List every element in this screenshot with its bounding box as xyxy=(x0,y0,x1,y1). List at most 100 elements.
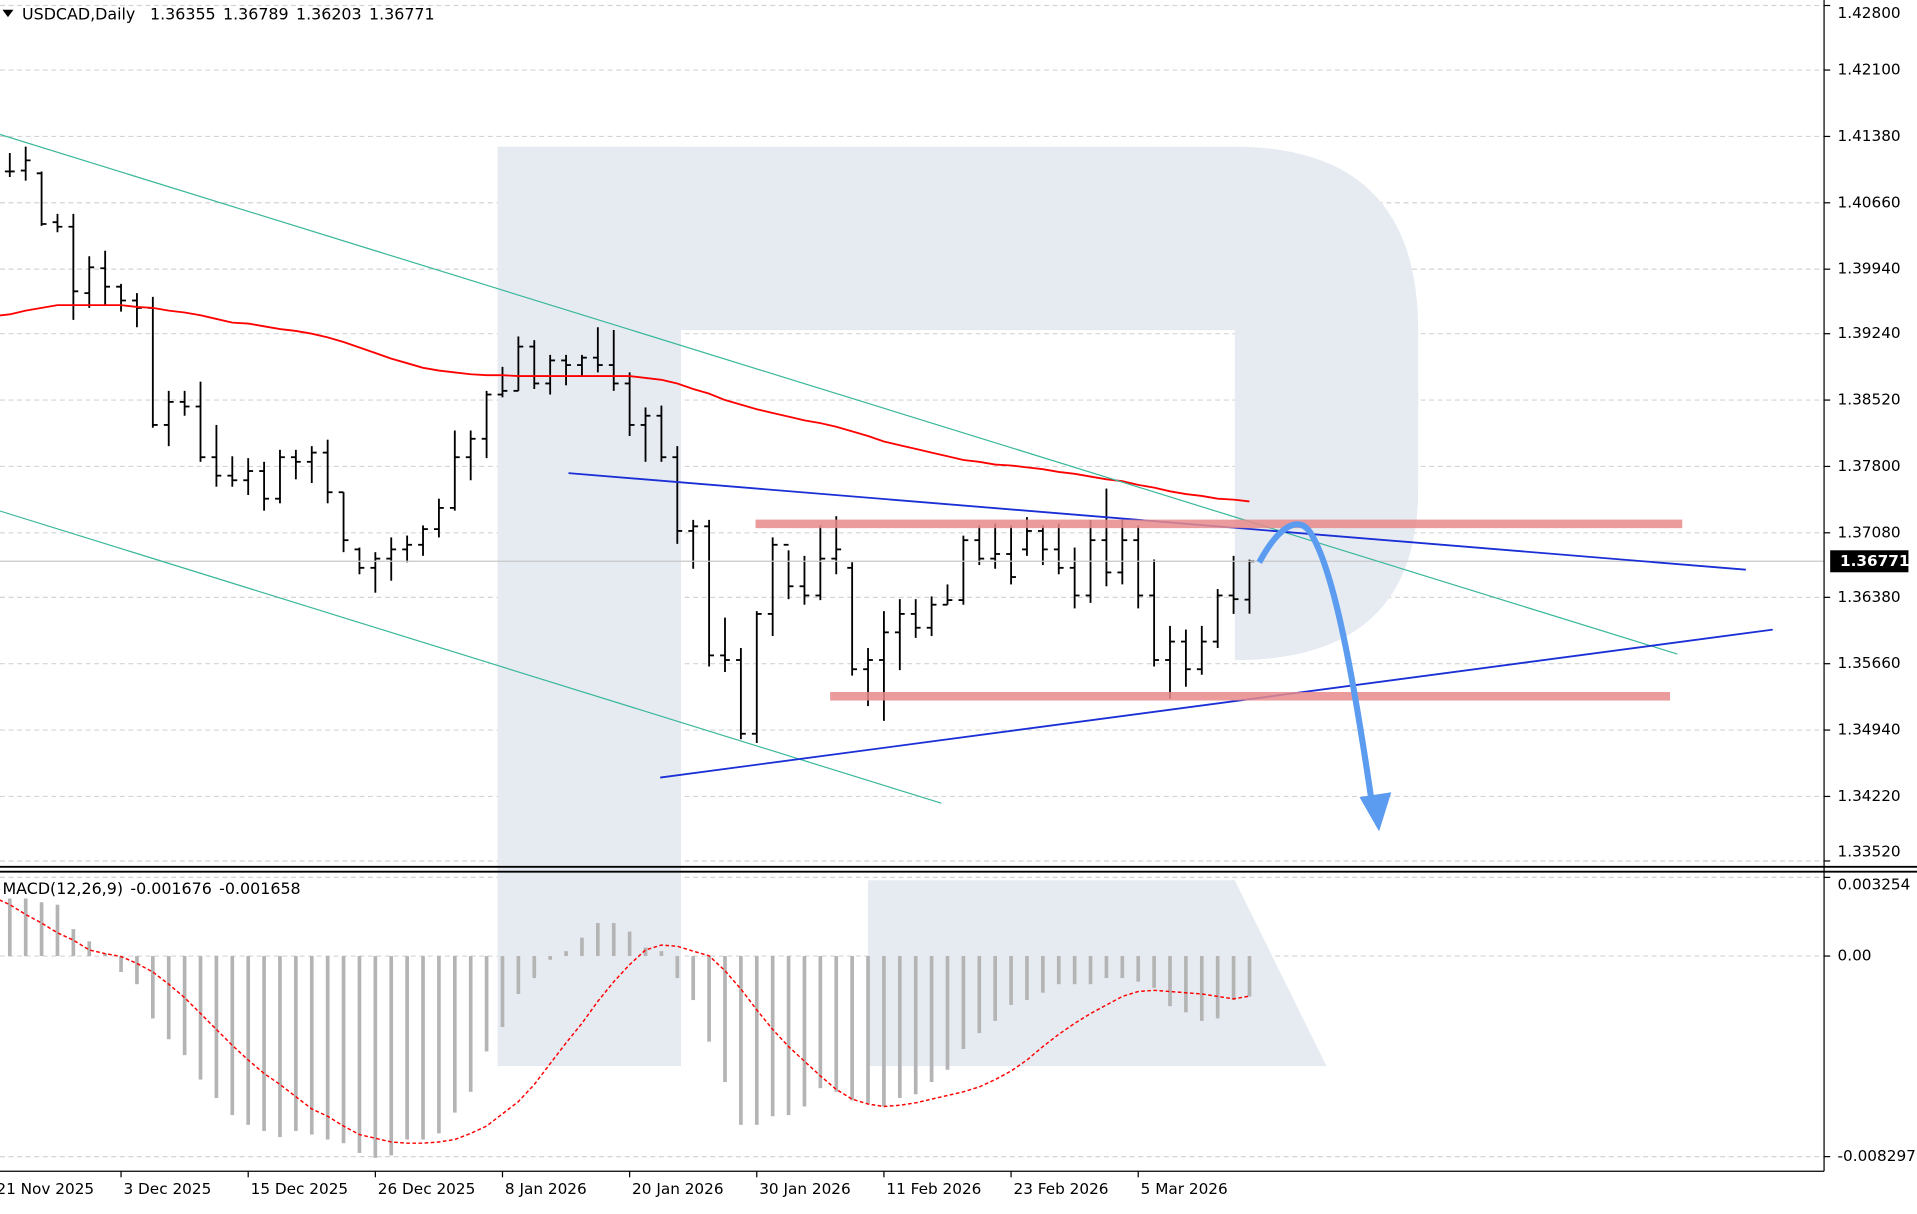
histogram-bar xyxy=(294,956,298,1131)
histogram-bar xyxy=(39,902,44,957)
macd-last: -0.001676 xyxy=(130,878,211,897)
y-tick-label: 1.37800 xyxy=(1838,457,1901,475)
histogram-bar xyxy=(1247,956,1252,997)
histogram-bar xyxy=(866,956,870,1105)
y-tick-label: 1.42100 xyxy=(1838,61,1901,79)
x-tick-label: 8 Jan 2026 xyxy=(505,1180,587,1198)
watermark-bowl xyxy=(680,146,1419,661)
histogram-bar xyxy=(643,947,648,957)
x-tick-label: 3 Dec 2025 xyxy=(123,1180,211,1198)
histogram-bar xyxy=(1152,956,1156,988)
histogram-bar xyxy=(389,956,394,1156)
moving-average xyxy=(0,304,1250,503)
support-zone xyxy=(830,691,1671,701)
histogram-bar xyxy=(580,937,584,957)
x-tick-label: 15 Dec 2025 xyxy=(251,1180,349,1198)
histogram-bar xyxy=(993,956,998,1021)
histogram-bar xyxy=(532,956,537,979)
histogram-bar xyxy=(325,956,330,1140)
last-close: 1.36771 xyxy=(369,4,435,23)
histogram-bar xyxy=(897,956,902,1098)
histogram-bar xyxy=(103,953,107,957)
histogram-bar xyxy=(786,956,791,1116)
histogram-bar xyxy=(1168,956,1172,1007)
histogram-bar xyxy=(1184,956,1188,1013)
histogram-bar xyxy=(87,941,92,957)
histogram-bar xyxy=(516,956,521,994)
y-tick-label: 1.35660 xyxy=(1838,654,1901,672)
histogram-bar xyxy=(1009,956,1013,1005)
y-tick-label: 1.39240 xyxy=(1838,324,1901,342)
histogram-bar xyxy=(405,956,409,1140)
histogram-bar xyxy=(23,898,28,957)
histogram-bar xyxy=(564,951,568,957)
histogram-bar xyxy=(929,956,934,1083)
x-tick-label: 30 Jan 2026 xyxy=(759,1180,851,1198)
histogram-bar xyxy=(166,956,171,1040)
histogram-bar xyxy=(691,956,696,1001)
histogram-bar xyxy=(214,956,219,1098)
signal-last: -0.001658 xyxy=(219,878,300,897)
x-tick-label: 11 Feb 2026 xyxy=(886,1180,981,1198)
histogram-bar xyxy=(230,956,235,1116)
histogram-bar xyxy=(675,956,680,979)
histogram-bar xyxy=(1056,956,1061,985)
histogram-bar xyxy=(7,898,12,957)
y-tick-label: 1.41380 xyxy=(1838,127,1901,145)
histogram-bar xyxy=(135,956,139,985)
y-tick-label: 0.00 xyxy=(1838,947,1872,965)
panel-frame xyxy=(0,0,1917,1172)
y-tick-label: 1.37080 xyxy=(1838,523,1901,541)
indicator-name: MACD(12,26,9) xyxy=(2,878,123,897)
last-open: 1.36355 xyxy=(150,4,216,23)
histogram-bar xyxy=(55,904,60,957)
marks xyxy=(0,146,1825,1158)
histogram-bar xyxy=(977,956,982,1034)
drawings xyxy=(0,133,1773,832)
y-tick-label: 0.003254 xyxy=(1838,876,1911,894)
histogram-bar xyxy=(596,923,600,957)
x-tick-label: 21 Nov 2025 xyxy=(0,1180,94,1198)
y-tick-label: 1.34220 xyxy=(1838,787,1901,805)
histogram-bar xyxy=(770,956,775,1117)
histogram-bar xyxy=(802,956,807,1107)
histogram-bar xyxy=(421,956,425,1140)
histogram-bar xyxy=(309,956,314,1135)
y-tick-label: 1.38520 xyxy=(1838,391,1901,409)
histogram-bar xyxy=(1199,956,1204,1021)
channel-line xyxy=(0,133,1678,655)
last-low: 1.36203 xyxy=(296,4,362,23)
histogram-bar xyxy=(198,956,203,1080)
histogram-bar xyxy=(723,956,727,1083)
signal-line xyxy=(0,899,1250,1144)
y-tick-label: 1.39940 xyxy=(1838,260,1901,278)
histogram-bar xyxy=(818,956,823,1089)
histogram-bar xyxy=(341,956,346,1144)
x-tick-label: 5 Mar 2026 xyxy=(1141,1180,1228,1198)
y-tick-label: 1.42800 xyxy=(1838,4,1901,22)
y-tick-label: 1.33520 xyxy=(1838,843,1901,861)
histogram-bar xyxy=(151,956,155,1019)
chart-header: USDCAD,Daily 1.36355 1.36789 1.36203 1.36771 xyxy=(22,4,435,23)
histogram-bar xyxy=(373,956,378,1158)
y-tick-label: 1.34940 xyxy=(1838,721,1901,739)
x-tick-label: 23 Feb 2026 xyxy=(1014,1180,1109,1198)
watermark-leg xyxy=(868,880,1327,1067)
forecast-arrowhead xyxy=(1359,792,1392,832)
current-price-box xyxy=(1830,550,1909,573)
watermark xyxy=(497,146,1419,1067)
trend-line xyxy=(660,628,1773,779)
y-tick-label: 1.36380 xyxy=(1838,588,1901,606)
histogram-bar xyxy=(437,956,441,1134)
histogram-bar xyxy=(627,931,632,957)
histogram-bar xyxy=(548,956,552,960)
histogram-bar xyxy=(1120,956,1125,979)
histogram-bar xyxy=(945,956,950,1070)
indicator-header: MACD(12,26,9) -0.001676 -0.001658 xyxy=(2,878,300,897)
histogram-bar xyxy=(182,956,187,1056)
axes: 21 Nov 2025 3 Dec 2025 15 Dec 2025 26 Dec 2… xyxy=(0,4,1916,1198)
histogram-bar xyxy=(119,956,123,972)
histogram-bar xyxy=(1215,956,1220,1019)
